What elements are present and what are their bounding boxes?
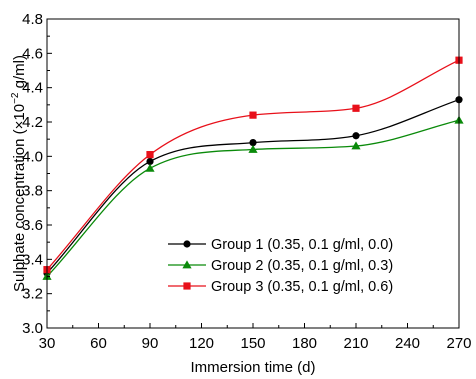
legend-label-1: Group 1 (0.35, 0.1 g/ml, 0.0)	[211, 237, 393, 253]
y-tick-label-4.2: 4.2	[22, 114, 43, 131]
legend-item-3: Group 3 (0.35, 0.1 g/ml, 0.6)	[168, 279, 393, 295]
y-axis-title-exponent: −2	[10, 92, 21, 104]
data-point-series-2-150	[248, 144, 258, 153]
y-axis-title-unit: g/ml)	[11, 55, 28, 93]
plot-layer	[42, 56, 464, 280]
y-tick-label-4.6: 4.6	[22, 45, 43, 62]
data-point-series-1-150	[249, 139, 257, 147]
x-tick-label-180: 180	[292, 335, 317, 352]
axes-layer: 30 60 90 120 150 180 210 240 270 3.0 3.2 3.4 3.6 3.8 4…	[10, 11, 472, 376]
legend-marker-3	[183, 282, 191, 290]
legend-marker-1	[183, 240, 191, 248]
y-axis-title: Sulphate concentration (×10−2 g/ml)	[10, 55, 28, 292]
y-tick-label-3.2: 3.2	[22, 286, 43, 303]
x-tick-label-210: 210	[343, 335, 368, 352]
y-tick-label-3.6: 3.6	[22, 217, 43, 234]
legend-item-1: Group 1 (0.35, 0.1 g/ml, 0.0)	[168, 237, 393, 253]
data-point-series-2-90	[145, 163, 155, 172]
x-tick-label-30: 30	[39, 335, 56, 352]
x-tick-label-270: 270	[446, 335, 471, 352]
legend-marker-2	[182, 260, 192, 269]
y-tick-label-3.4: 3.4	[22, 251, 43, 268]
legend-label-2: Group 2 (0.35, 0.1 g/ml, 0.3)	[211, 258, 393, 274]
x-tick-label-120: 120	[189, 335, 214, 352]
y-tick-label-4.4: 4.4	[22, 80, 43, 97]
series-2	[42, 115, 464, 280]
x-tick-label-90: 90	[142, 335, 159, 352]
x-tick-label-240: 240	[395, 335, 420, 352]
x-tick-label-60: 60	[90, 335, 107, 352]
legend-item-2: Group 2 (0.35, 0.1 g/ml, 0.3)	[168, 258, 393, 274]
legend-label-3: Group 3 (0.35, 0.1 g/ml, 0.6)	[211, 279, 393, 295]
data-point-series-3-210	[352, 104, 360, 112]
y-axis-title-main: Sulphate concentration (×10	[11, 104, 28, 292]
data-point-series-3-90	[146, 151, 154, 159]
y-tick-label-3.0: 3.0	[22, 320, 43, 337]
y-tick-label-4.0: 4.0	[22, 148, 43, 165]
data-point-series-3-150	[249, 111, 257, 119]
x-axis-title: Immersion time (d)	[190, 359, 315, 376]
data-point-series-1-210	[352, 132, 360, 140]
y-tick-label-4.8: 4.8	[22, 11, 43, 28]
x-tick-label-150: 150	[240, 335, 265, 352]
legend: Group 1 (0.35, 0.1 g/ml, 0.0) Group 2 (0.…	[168, 237, 393, 295]
data-point-series-1-90	[146, 157, 154, 166]
data-point-series-2-210	[351, 141, 361, 150]
y-tick-label-3.8: 3.8	[22, 183, 43, 200]
